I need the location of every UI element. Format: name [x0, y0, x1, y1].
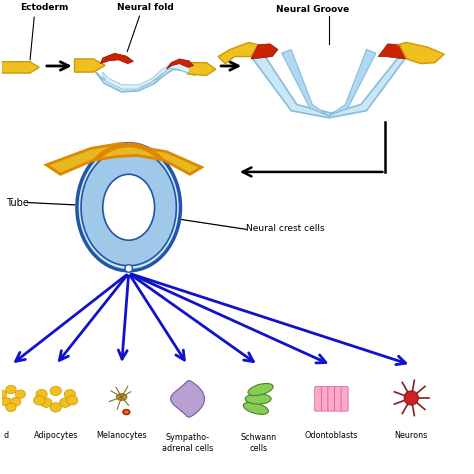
- Ellipse shape: [50, 403, 61, 412]
- Text: Odontoblasts: Odontoblasts: [304, 431, 358, 440]
- Ellipse shape: [124, 410, 128, 414]
- Polygon shape: [378, 44, 407, 59]
- Ellipse shape: [0, 390, 7, 399]
- Ellipse shape: [81, 149, 176, 266]
- Ellipse shape: [59, 398, 71, 407]
- Ellipse shape: [50, 386, 61, 396]
- Text: Ectoderm: Ectoderm: [20, 3, 68, 12]
- FancyBboxPatch shape: [341, 387, 348, 411]
- Ellipse shape: [41, 398, 52, 407]
- Polygon shape: [46, 144, 201, 174]
- Ellipse shape: [64, 390, 75, 399]
- Text: Neural Groove: Neural Groove: [276, 5, 349, 14]
- Text: d: d: [4, 431, 9, 440]
- Ellipse shape: [245, 394, 271, 404]
- Ellipse shape: [243, 402, 268, 414]
- Polygon shape: [166, 59, 194, 69]
- Ellipse shape: [6, 385, 16, 394]
- Polygon shape: [251, 49, 331, 118]
- Text: Schwann
cells: Schwann cells: [240, 433, 276, 453]
- Text: Melanocytes: Melanocytes: [96, 431, 147, 440]
- Text: Adipocytes: Adipocytes: [34, 431, 78, 440]
- Polygon shape: [1, 62, 39, 73]
- FancyBboxPatch shape: [335, 387, 342, 411]
- Circle shape: [125, 264, 132, 272]
- Ellipse shape: [34, 396, 45, 405]
- Ellipse shape: [1, 398, 11, 406]
- Polygon shape: [329, 56, 407, 118]
- Text: Neural crest cells: Neural crest cells: [246, 224, 325, 233]
- Ellipse shape: [66, 396, 78, 405]
- Polygon shape: [74, 59, 105, 72]
- Polygon shape: [218, 42, 258, 64]
- Polygon shape: [100, 53, 133, 64]
- Ellipse shape: [117, 394, 127, 401]
- FancyBboxPatch shape: [328, 387, 335, 411]
- Polygon shape: [282, 49, 329, 116]
- Text: Neurons: Neurons: [395, 431, 428, 440]
- Text: Neural fold: Neural fold: [117, 3, 173, 12]
- Ellipse shape: [6, 403, 16, 411]
- Text: Tube: Tube: [6, 198, 29, 208]
- Ellipse shape: [123, 409, 130, 415]
- Ellipse shape: [248, 383, 273, 395]
- Ellipse shape: [15, 390, 26, 399]
- Circle shape: [404, 391, 418, 405]
- Polygon shape: [188, 63, 216, 75]
- Ellipse shape: [103, 174, 155, 240]
- Polygon shape: [329, 49, 376, 116]
- Polygon shape: [251, 44, 278, 59]
- FancyBboxPatch shape: [321, 387, 328, 411]
- FancyBboxPatch shape: [315, 387, 322, 411]
- Polygon shape: [96, 61, 197, 92]
- Polygon shape: [102, 63, 190, 89]
- Ellipse shape: [77, 144, 181, 271]
- Ellipse shape: [36, 390, 47, 399]
- Text: Sympatho-
adrenal cells: Sympatho- adrenal cells: [162, 433, 213, 453]
- Polygon shape: [397, 42, 444, 64]
- Ellipse shape: [10, 398, 21, 406]
- Polygon shape: [171, 381, 204, 417]
